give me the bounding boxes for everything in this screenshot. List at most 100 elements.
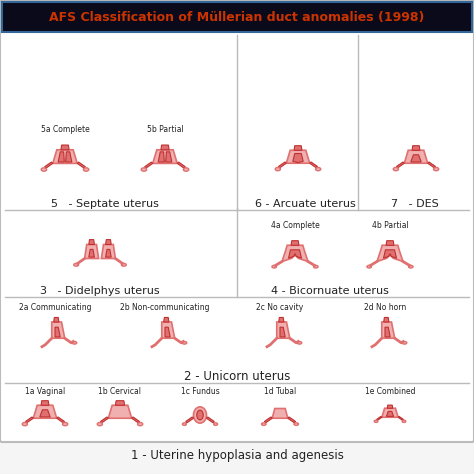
Text: 5a Complete: 5a Complete bbox=[41, 126, 90, 135]
Ellipse shape bbox=[214, 423, 218, 425]
Polygon shape bbox=[280, 327, 285, 337]
Text: 2b Non-communicating: 2b Non-communicating bbox=[120, 302, 210, 311]
Polygon shape bbox=[286, 150, 310, 163]
Polygon shape bbox=[41, 401, 49, 405]
Polygon shape bbox=[385, 327, 390, 337]
Text: 6 - Arcuate uterus: 6 - Arcuate uterus bbox=[255, 199, 356, 209]
Polygon shape bbox=[145, 162, 153, 168]
Polygon shape bbox=[161, 145, 169, 150]
Ellipse shape bbox=[297, 341, 302, 344]
Polygon shape bbox=[106, 249, 111, 257]
Polygon shape bbox=[293, 154, 303, 163]
FancyBboxPatch shape bbox=[0, 0, 474, 442]
Ellipse shape bbox=[367, 265, 372, 268]
Polygon shape bbox=[54, 318, 59, 322]
Polygon shape bbox=[428, 162, 436, 168]
Polygon shape bbox=[26, 417, 33, 423]
Polygon shape bbox=[61, 145, 69, 150]
Text: 1a Vaginal: 1a Vaginal bbox=[25, 388, 65, 396]
Polygon shape bbox=[294, 146, 302, 150]
Text: 5   - Septate uterus: 5 - Septate uterus bbox=[51, 199, 159, 209]
Ellipse shape bbox=[197, 410, 203, 420]
Polygon shape bbox=[177, 162, 185, 168]
Polygon shape bbox=[279, 318, 284, 322]
Ellipse shape bbox=[121, 264, 126, 266]
Polygon shape bbox=[166, 152, 172, 162]
Polygon shape bbox=[310, 162, 318, 168]
Polygon shape bbox=[383, 250, 396, 258]
Text: 2a Communicating: 2a Communicating bbox=[19, 302, 91, 311]
Polygon shape bbox=[396, 162, 404, 168]
Text: 3   - Didelphys uterus: 3 - Didelphys uterus bbox=[40, 286, 160, 296]
Text: 1e Combined: 1e Combined bbox=[365, 388, 415, 396]
Ellipse shape bbox=[275, 167, 281, 171]
Ellipse shape bbox=[182, 423, 186, 425]
Polygon shape bbox=[289, 250, 301, 258]
Polygon shape bbox=[153, 150, 177, 164]
Polygon shape bbox=[207, 417, 214, 423]
Text: 2 - Unicorn uterus: 2 - Unicorn uterus bbox=[184, 371, 290, 383]
Polygon shape bbox=[164, 318, 169, 322]
Ellipse shape bbox=[316, 167, 321, 171]
Polygon shape bbox=[58, 152, 64, 162]
Polygon shape bbox=[108, 405, 132, 418]
Ellipse shape bbox=[183, 168, 189, 171]
Polygon shape bbox=[132, 417, 139, 423]
Polygon shape bbox=[279, 162, 286, 168]
Ellipse shape bbox=[409, 265, 413, 268]
Text: 1c Fundus: 1c Fundus bbox=[181, 388, 219, 396]
Polygon shape bbox=[158, 152, 164, 162]
Polygon shape bbox=[277, 322, 290, 338]
Polygon shape bbox=[386, 411, 393, 416]
Polygon shape bbox=[264, 417, 272, 423]
Polygon shape bbox=[282, 245, 308, 262]
Polygon shape bbox=[386, 241, 394, 245]
Text: 1d Tubal: 1d Tubal bbox=[264, 388, 296, 396]
Text: 4b Partial: 4b Partial bbox=[372, 220, 409, 229]
Polygon shape bbox=[272, 409, 288, 418]
Ellipse shape bbox=[272, 265, 276, 268]
Text: 2d No horn: 2d No horn bbox=[364, 302, 406, 311]
Text: 7   - DES: 7 - DES bbox=[391, 199, 439, 209]
Ellipse shape bbox=[193, 407, 207, 423]
Polygon shape bbox=[66, 152, 72, 162]
Polygon shape bbox=[382, 408, 398, 417]
Polygon shape bbox=[387, 405, 392, 408]
Polygon shape bbox=[186, 417, 193, 423]
Polygon shape bbox=[89, 249, 94, 257]
Polygon shape bbox=[398, 416, 403, 420]
Ellipse shape bbox=[22, 422, 27, 426]
Polygon shape bbox=[45, 162, 53, 168]
Text: 1b Cervical: 1b Cervical bbox=[99, 388, 142, 396]
Polygon shape bbox=[40, 410, 50, 417]
Text: 2c No cavity: 2c No cavity bbox=[256, 302, 304, 311]
Polygon shape bbox=[411, 155, 421, 162]
Text: 5b Partial: 5b Partial bbox=[146, 126, 183, 135]
Ellipse shape bbox=[182, 341, 187, 344]
Polygon shape bbox=[412, 146, 420, 150]
Ellipse shape bbox=[393, 167, 399, 171]
Text: 4 - Bicornuate uterus: 4 - Bicornuate uterus bbox=[271, 286, 389, 296]
Ellipse shape bbox=[262, 423, 266, 425]
Text: AFS Classification of Müllerian duct anomalies (1998): AFS Classification of Müllerian duct ano… bbox=[49, 10, 425, 24]
Ellipse shape bbox=[402, 420, 406, 422]
FancyBboxPatch shape bbox=[2, 2, 472, 32]
Polygon shape bbox=[288, 417, 296, 423]
Polygon shape bbox=[291, 241, 299, 245]
Ellipse shape bbox=[41, 168, 46, 171]
Ellipse shape bbox=[374, 420, 378, 422]
Ellipse shape bbox=[83, 168, 89, 171]
Ellipse shape bbox=[313, 265, 318, 268]
Polygon shape bbox=[53, 150, 77, 164]
Polygon shape bbox=[77, 162, 85, 168]
Polygon shape bbox=[84, 245, 99, 258]
Ellipse shape bbox=[137, 422, 143, 426]
Polygon shape bbox=[106, 239, 111, 245]
Polygon shape bbox=[377, 245, 403, 262]
Polygon shape bbox=[33, 405, 57, 418]
Ellipse shape bbox=[97, 422, 102, 426]
Polygon shape bbox=[55, 327, 60, 337]
Polygon shape bbox=[101, 245, 115, 258]
Ellipse shape bbox=[294, 423, 299, 425]
Ellipse shape bbox=[63, 422, 68, 426]
